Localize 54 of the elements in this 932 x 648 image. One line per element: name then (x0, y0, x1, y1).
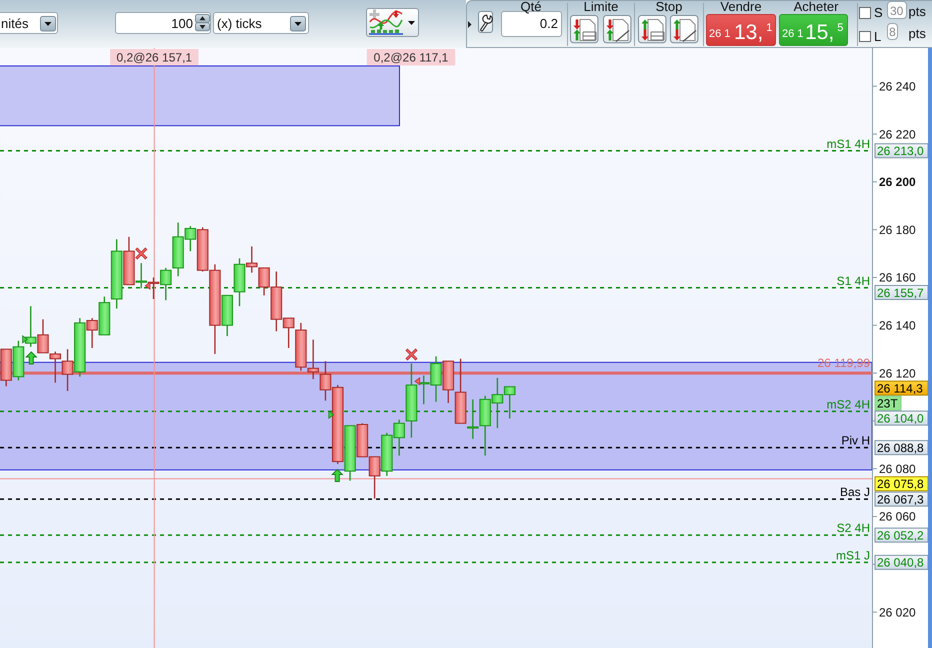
candlestick (62, 348, 74, 392)
text: 30 (890, 4, 904, 18)
text: Qté (520, 0, 542, 14)
ref-line-label: S2 4H (836, 521, 870, 536)
text: Vendre (720, 0, 762, 14)
candlestick (307, 338, 319, 380)
text: 26 213,0 (877, 144, 924, 158)
annotation: 0,2@26 117,1 (374, 50, 449, 64)
ref-line-label: mS1 4H (826, 136, 870, 151)
y-tick-label: 26 240 (879, 79, 916, 94)
candlestick (160, 267, 172, 301)
text: S (874, 4, 883, 20)
y-tick-label: 26 220 (879, 127, 916, 142)
text: 26 114,3 (877, 381, 924, 396)
text: 100 (171, 16, 193, 32)
candlestick (86, 317, 98, 349)
annotation: 0,2@26 157,1 (116, 50, 192, 64)
ref-line-label: mS1 J (836, 548, 870, 562)
ref-line-label: Piv H (841, 434, 870, 448)
y-tick-label: 26 060 (879, 510, 916, 524)
text: L (874, 28, 882, 44)
ref-line-label: Bas J (840, 485, 870, 500)
text: 26 088,8 (877, 440, 924, 455)
text: 23T (877, 396, 898, 410)
candlestick (246, 246, 258, 274)
text: 0.2 (540, 16, 558, 32)
text: 26 155,7 (877, 286, 924, 300)
text: (x) ticks (217, 16, 262, 32)
text: 26 052,2 (877, 528, 924, 542)
y-tick-label: 26 180 (879, 222, 916, 237)
text: pts (908, 26, 926, 42)
text: 26 104,0 (877, 411, 924, 426)
text: Acheter (794, 0, 838, 14)
text: 8 (889, 24, 896, 39)
y-tick-label: 26 080 (879, 462, 916, 476)
y-tick-label: 26 120 (879, 366, 916, 380)
text: Stop (656, 0, 682, 14)
y-tick-label: 26 160 (879, 270, 916, 285)
ref-line-label: S1 4H (836, 274, 870, 288)
text: Limite (584, 0, 618, 14)
candlestick (37, 318, 49, 354)
text: 26 1 (709, 28, 730, 40)
y-tick-label: 26 020 (879, 605, 916, 620)
y-tick-label: 26 200 (879, 175, 916, 190)
text: 26 040,8 (877, 556, 924, 570)
text: nités (1, 16, 28, 32)
candlestick (467, 398, 479, 440)
ref-line-label: mS2 4H (826, 397, 870, 412)
text: pts (908, 4, 926, 20)
text: 26 067,3 (877, 492, 924, 506)
candlestick (49, 350, 62, 384)
text: 26 075,8 (877, 477, 924, 492)
y-tick-label: 26 140 (879, 318, 916, 332)
text: 26 1 (782, 28, 804, 40)
